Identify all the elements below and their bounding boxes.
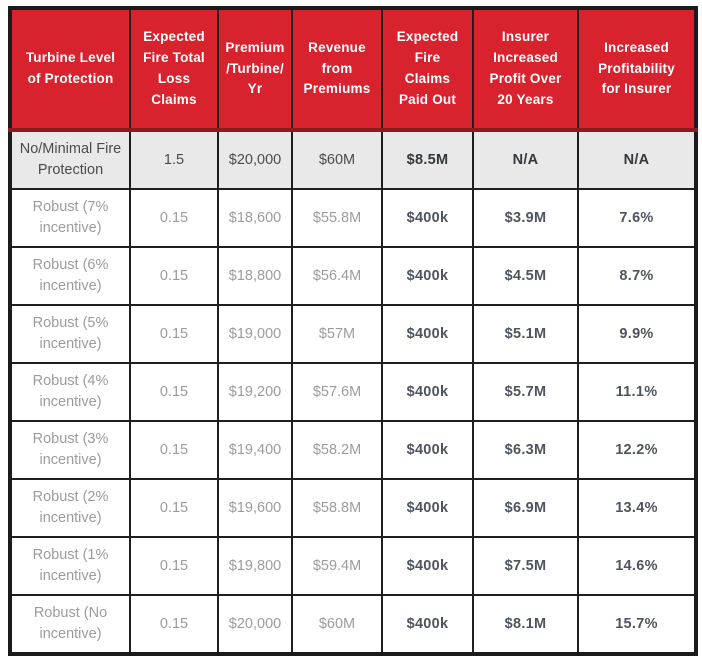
row-label: Robust (5% incentive) [9,304,131,364]
table-cell: 0.15 [129,536,219,596]
table-cell: $400k [381,188,474,248]
table-cell: 0.15 [129,304,219,364]
table-cell: $19,000 [217,304,293,364]
table-cell: $59.4M [291,536,383,596]
table-cell: $3.9M [472,188,579,248]
table-cell: $6.9M [472,478,579,538]
table-cell: $6.3M [472,420,579,480]
column-header-turbine-level: Turbine Level of Protection [9,7,131,132]
table-row: Robust (2% incentive) 0.15 $19,600 $58.8M $4… [9,478,697,538]
table-cell: $55.8M [291,188,383,248]
table-cell: $18,800 [217,246,293,306]
table-cell: $19,800 [217,536,293,596]
table-cell: 9.9% [577,304,697,364]
table-cell: $60M [291,594,383,655]
table-body: No/Minimal Fire Protection 1.5 $20,000 $60M… [9,129,697,655]
table-cell: N/A [472,129,579,190]
row-label: Robust (4% incentive) [9,362,131,422]
table-cell: 8.7% [577,246,697,306]
column-header-premium-per-turbine-yr: Premium /Turbine/ Yr [217,7,293,132]
table-cell: $4.5M [472,246,579,306]
table-cell: 15.7% [577,594,697,655]
table-header-row: Turbine Level of Protection Expected Fire… [9,7,697,132]
row-label: Robust (6% incentive) [9,246,131,306]
table-cell: 13.4% [577,478,697,538]
table-cell: $20,000 [217,594,293,655]
table-cell: 12.2% [577,420,697,480]
row-label: Robust (2% incentive) [9,478,131,538]
table-cell: $400k [381,478,474,538]
table-cell: 14.6% [577,536,697,596]
table-cell: $7.5M [472,536,579,596]
table-cell: $60M [291,129,383,190]
table-cell: $8.1M [472,594,579,655]
column-header-increased-profitability-for-insurer: Increased Profitability for Insurer [577,7,697,132]
table-cell: 0.15 [129,594,219,655]
table-cell: $5.1M [472,304,579,364]
table-row: Robust (1% incentive) 0.15 $19,800 $59.4M $4… [9,536,697,596]
table-row: Robust (5% incentive) 0.15 $19,000 $57M $400… [9,304,697,364]
column-header-revenue-from-premiums: Revenue from Premiums [291,7,383,132]
column-header-expected-fire-total-loss-claims: Expected Fire Total Loss Claims [129,7,219,132]
table-row: Robust (7% incentive) 0.15 $18,600 $55.8M $4… [9,188,697,248]
row-label: Robust (7% incentive) [9,188,131,248]
table-cell: $8.5M [381,129,474,190]
table-cell: $400k [381,246,474,306]
table-cell: $5.7M [472,362,579,422]
table-cell: $57M [291,304,383,364]
table-cell: $58.2M [291,420,383,480]
table-row: Robust (3% incentive) 0.15 $19,400 $58.2M $4… [9,420,697,480]
column-header-expected-fire-claims-paid-out: Expected Fire Claims Paid Out [381,7,474,132]
table-cell: $19,600 [217,478,293,538]
table-cell: $400k [381,594,474,655]
table-cell: 0.15 [129,188,219,248]
table-header: Turbine Level of Protection Expected Fire… [9,7,697,132]
table-cell: $56.4M [291,246,383,306]
turbine-insurance-table: Turbine Level of Protection Expected Fire… [8,6,698,656]
table-row: Robust (4% incentive) 0.15 $19,200 $57.6M $4… [9,362,697,422]
table-cell: 1.5 [129,129,219,190]
table-cell: $400k [381,420,474,480]
column-header-insurer-increased-profit-20-years: Insurer Increased Profit Over 20 Years [472,7,579,132]
table-cell: 11.1% [577,362,697,422]
table-cell: 0.15 [129,246,219,306]
table-cell: 0.15 [129,362,219,422]
table-cell: N/A [577,129,697,190]
table-cell: $18,600 [217,188,293,248]
table-cell: $19,200 [217,362,293,422]
table-cell: 0.15 [129,478,219,538]
table-cell: $400k [381,304,474,364]
table-cell: $19,400 [217,420,293,480]
table-cell: $20,000 [217,129,293,190]
table-row: Robust (6% incentive) 0.15 $18,800 $56.4M $4… [9,246,697,306]
table-cell: $57.6M [291,362,383,422]
row-label: Robust (No incentive) [9,594,131,655]
row-label: Robust (3% incentive) [9,420,131,480]
table-row: Robust (No incentive) 0.15 $20,000 $60M $400… [9,594,697,655]
table-cell: $58.8M [291,478,383,538]
table-cell: 7.6% [577,188,697,248]
table-cell: $400k [381,362,474,422]
row-label: Robust (1% incentive) [9,536,131,596]
row-label: No/Minimal Fire Protection [9,129,131,190]
table-cell: 0.15 [129,420,219,480]
table-cell: $400k [381,536,474,596]
table-row: No/Minimal Fire Protection 1.5 $20,000 $60M… [9,129,697,190]
